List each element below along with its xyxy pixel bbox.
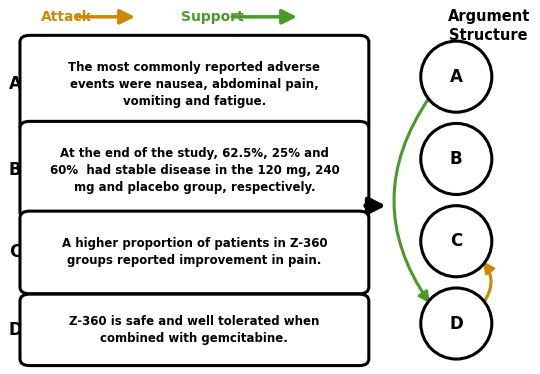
FancyBboxPatch shape xyxy=(20,121,369,219)
Ellipse shape xyxy=(421,123,492,194)
Text: B: B xyxy=(9,161,22,179)
FancyArrowPatch shape xyxy=(394,97,430,301)
Text: Argument
Structure: Argument Structure xyxy=(448,9,530,43)
Text: Support: Support xyxy=(181,10,244,24)
Text: At the end of the study, 62.5%, 25% and
60%  had stable disease in the 120 mg, 2: At the end of the study, 62.5%, 25% and … xyxy=(50,147,339,194)
FancyBboxPatch shape xyxy=(20,211,369,294)
Text: B: B xyxy=(450,150,463,168)
FancyBboxPatch shape xyxy=(20,36,369,133)
Text: D: D xyxy=(449,315,463,332)
Text: The most commonly reported adverse
events were nausea, abdominal pain,
vomiting : The most commonly reported adverse event… xyxy=(69,61,320,108)
Text: A: A xyxy=(450,68,463,86)
Text: A: A xyxy=(9,75,22,93)
Text: Attack: Attack xyxy=(40,10,91,24)
FancyBboxPatch shape xyxy=(20,294,369,366)
Text: D: D xyxy=(8,321,22,339)
Ellipse shape xyxy=(421,41,492,112)
Text: C: C xyxy=(450,232,462,250)
Text: C: C xyxy=(9,243,21,261)
FancyArrowPatch shape xyxy=(483,264,494,304)
Ellipse shape xyxy=(421,206,492,277)
Text: Z-360 is safe and well tolerated when
combined with gemcitabine.: Z-360 is safe and well tolerated when co… xyxy=(69,315,320,345)
Ellipse shape xyxy=(421,288,492,359)
Text: A higher proportion of patients in Z-360
groups reported improvement in pain.: A higher proportion of patients in Z-360… xyxy=(62,237,327,267)
